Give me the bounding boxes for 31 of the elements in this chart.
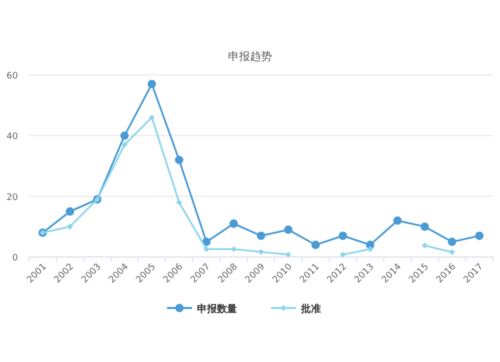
point (338, 232, 348, 240)
y-tick-label: 40 (6, 132, 18, 142)
title: 申报趋势 (228, 50, 272, 63)
point (148, 80, 156, 88)
point (449, 249, 456, 256)
legend-label: 申报数量 (197, 303, 237, 315)
point (311, 240, 320, 250)
point (340, 252, 346, 258)
point (258, 248, 264, 255)
point (66, 224, 73, 230)
point (475, 232, 484, 240)
point (422, 242, 428, 248)
point (393, 216, 402, 225)
point (66, 207, 74, 216)
point (285, 252, 292, 258)
point (284, 226, 292, 234)
point (367, 246, 374, 252)
point (256, 232, 266, 240)
legend-label: 批准 (300, 303, 321, 315)
point (448, 238, 456, 246)
point (174, 156, 184, 164)
point (122, 142, 128, 148)
point (120, 131, 129, 140)
y-tick-label: 20 (6, 192, 18, 203)
point (176, 199, 182, 206)
point (148, 114, 155, 120)
point (420, 222, 429, 231)
point (230, 219, 238, 228)
y-tick-label: 0 (12, 254, 18, 264)
y-tick-label: 60 (6, 72, 18, 82)
point (203, 246, 210, 252)
